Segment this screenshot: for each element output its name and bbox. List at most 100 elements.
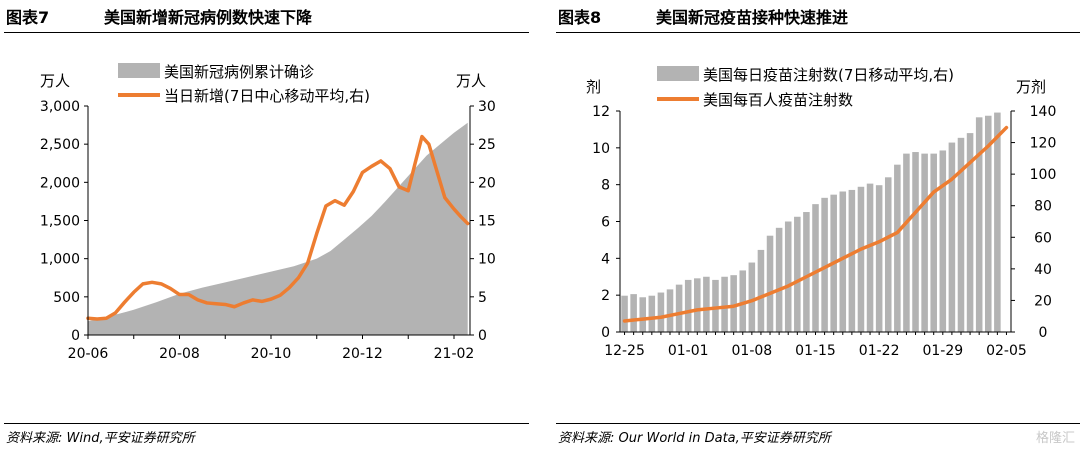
y-right-tick-label: 10	[478, 252, 496, 268]
daily-vaccination-bar	[666, 289, 674, 332]
daily-vaccination-bar	[639, 297, 647, 332]
y-right-tick-label: 60	[1034, 230, 1052, 246]
y-left-tick-label: 2,500	[40, 137, 80, 153]
x-tick-label: 20-10	[251, 346, 292, 362]
x-tick-label: 01-15	[795, 343, 836, 359]
daily-vaccination-bar	[648, 295, 656, 332]
daily-vaccination-bar	[712, 279, 719, 332]
legend-label-daily-vaccination: 美国每日疫苗注射数(7日移动平均,右)	[703, 66, 954, 84]
right-figure-title: 美国新冠疫苗接种快速推进	[656, 8, 849, 27]
daily-vaccination-bar	[757, 249, 765, 332]
y-right-tick-label: 0	[478, 328, 487, 344]
y-right-unit-label: 万人	[456, 72, 486, 90]
legend-swatch-daily-vaccination	[657, 66, 699, 81]
left-footer-divider	[4, 423, 529, 424]
daily-vaccination-bar	[839, 191, 847, 332]
daily-vaccination-bar	[894, 164, 901, 332]
daily-vaccination-bar	[857, 186, 865, 332]
right-panel: 图表8 美国新冠疫苗接种快速推进 0 2 4 6 8 10 12 0 20 40 60 80 100 12…	[556, 0, 1080, 453]
y-left-tick-label: 0	[601, 325, 610, 341]
daily-vaccination-bar	[766, 235, 774, 332]
daily-vaccination-bar	[621, 295, 628, 332]
legend-label-cumulative: 美国新冠病例累计确诊	[164, 63, 314, 81]
daily-vaccination-bar	[948, 142, 956, 332]
right-header: 图表8 美国新冠疫苗接种快速推进	[556, 4, 1080, 33]
y-right-tick-label: 5	[478, 290, 487, 306]
daily-vaccination-bar	[703, 276, 710, 332]
y-right-tick-label: 120	[1030, 136, 1057, 152]
left-header: 图表7 美国新增新冠病例数快速下降	[4, 4, 529, 33]
daily-vaccination-bar	[821, 197, 828, 332]
y-left-unit-label: 万人	[40, 72, 70, 90]
daily-vaccination-bar	[957, 137, 965, 332]
daily-vaccination-bar	[675, 284, 683, 332]
left-chart: 0 500 1,000 1,500 2,000 2,500 3,000 0 5 10 15 20 25 3…	[40, 63, 496, 362]
left-figure-number: 图表7	[6, 8, 50, 27]
daily-vaccination-bar	[694, 278, 701, 332]
y-left-unit-label: 剂	[586, 78, 601, 96]
daily-vaccination-bar	[866, 183, 874, 332]
y-left-tick-label: 2	[601, 288, 610, 304]
left-source: 资料来源: Wind,平安证券研究所	[6, 431, 195, 446]
daily-vaccination-bar	[630, 294, 637, 332]
daily-vaccination-bar	[930, 153, 937, 332]
right-figure-number: 图表8	[558, 8, 602, 27]
x-tick-label: 01-08	[732, 343, 773, 359]
x-tick-label: 02-05	[986, 343, 1027, 359]
y-right-tick-label: 20	[478, 175, 496, 191]
y-right-tick-label: 140	[1030, 104, 1057, 120]
daily-vaccination-bar	[939, 150, 947, 332]
daily-vaccination-bar	[657, 292, 665, 332]
right-footer-divider	[556, 423, 1080, 424]
y-left-tick-label: 3,000	[40, 99, 80, 115]
daily-vaccination-bar	[921, 153, 928, 332]
left-panel: 图表7 美国新增新冠病例数快速下降 0 500 1,000 1,500 2,000 2,5…	[4, 0, 529, 453]
right-source: 资料来源: Our World in Data,平安证券研究所	[558, 431, 831, 446]
x-tick-label: 01-01	[668, 343, 709, 359]
y-right-tick-label: 40	[1034, 262, 1052, 278]
daily-vaccination-bar	[875, 185, 883, 332]
cumulative-cases-area	[88, 122, 468, 335]
y-left-tick-label: 0	[71, 328, 80, 344]
daily-vaccination-bar	[912, 152, 919, 332]
y-right-tick-label: 25	[478, 137, 496, 153]
x-tick-label: 01-22	[859, 343, 900, 359]
y-left-tick-label: 1,000	[40, 252, 80, 268]
per-hundred-doses-line	[622, 125, 1009, 323]
x-tick-label: 20-12	[342, 346, 383, 362]
daily-vaccination-bar	[721, 276, 728, 332]
daily-vaccination-bar	[775, 227, 783, 332]
daily-vaccination-bar	[975, 117, 983, 332]
x-tick-label: 20-08	[159, 346, 200, 362]
daily-vaccination-bar	[884, 177, 892, 332]
y-left-tick-label: 500	[53, 290, 80, 306]
y-right-unit-label: 万剂	[1016, 78, 1046, 96]
x-tick-label: 20-06	[68, 346, 109, 362]
daily-vaccination-bar	[848, 189, 856, 332]
daily-vaccination-bar	[784, 221, 792, 332]
daily-vaccination-bar	[966, 133, 974, 332]
y-right-tick-label: 0	[1039, 325, 1048, 341]
legend-label-per-hundred: 美国每百人疫苗注射数	[703, 91, 853, 109]
y-left-tick-label: 12	[592, 104, 610, 120]
y-left-tick-label: 1,500	[40, 214, 80, 230]
x-tick-label: 12-25	[604, 343, 645, 359]
daily-vaccination-bar	[994, 112, 1001, 332]
y-left-tick-label: 8	[601, 178, 610, 194]
daily-vaccination-bar	[739, 270, 747, 332]
y-left-tick-label: 2,000	[40, 175, 80, 191]
daily-vaccination-bar	[794, 216, 801, 332]
watermark-logo: 格隆汇	[1035, 431, 1075, 446]
y-right-tick-label: 30	[478, 99, 496, 115]
daily-vaccination-bar	[684, 279, 692, 332]
legend-label-daily: 当日新增(7日中心移动平均,右)	[164, 87, 370, 105]
y-right-tick-label: 100	[1030, 167, 1057, 183]
y-right-tick-label: 20	[1034, 293, 1052, 309]
daily-vaccination-bar	[903, 153, 910, 332]
left-figure-title: 美国新增新冠病例数快速下降	[104, 8, 313, 27]
y-left-tick-label: 6	[601, 215, 610, 231]
x-tick-label: 01-29	[922, 343, 963, 359]
y-left-tick-label: 4	[601, 251, 610, 267]
legend-swatch-cumulative	[118, 63, 160, 78]
